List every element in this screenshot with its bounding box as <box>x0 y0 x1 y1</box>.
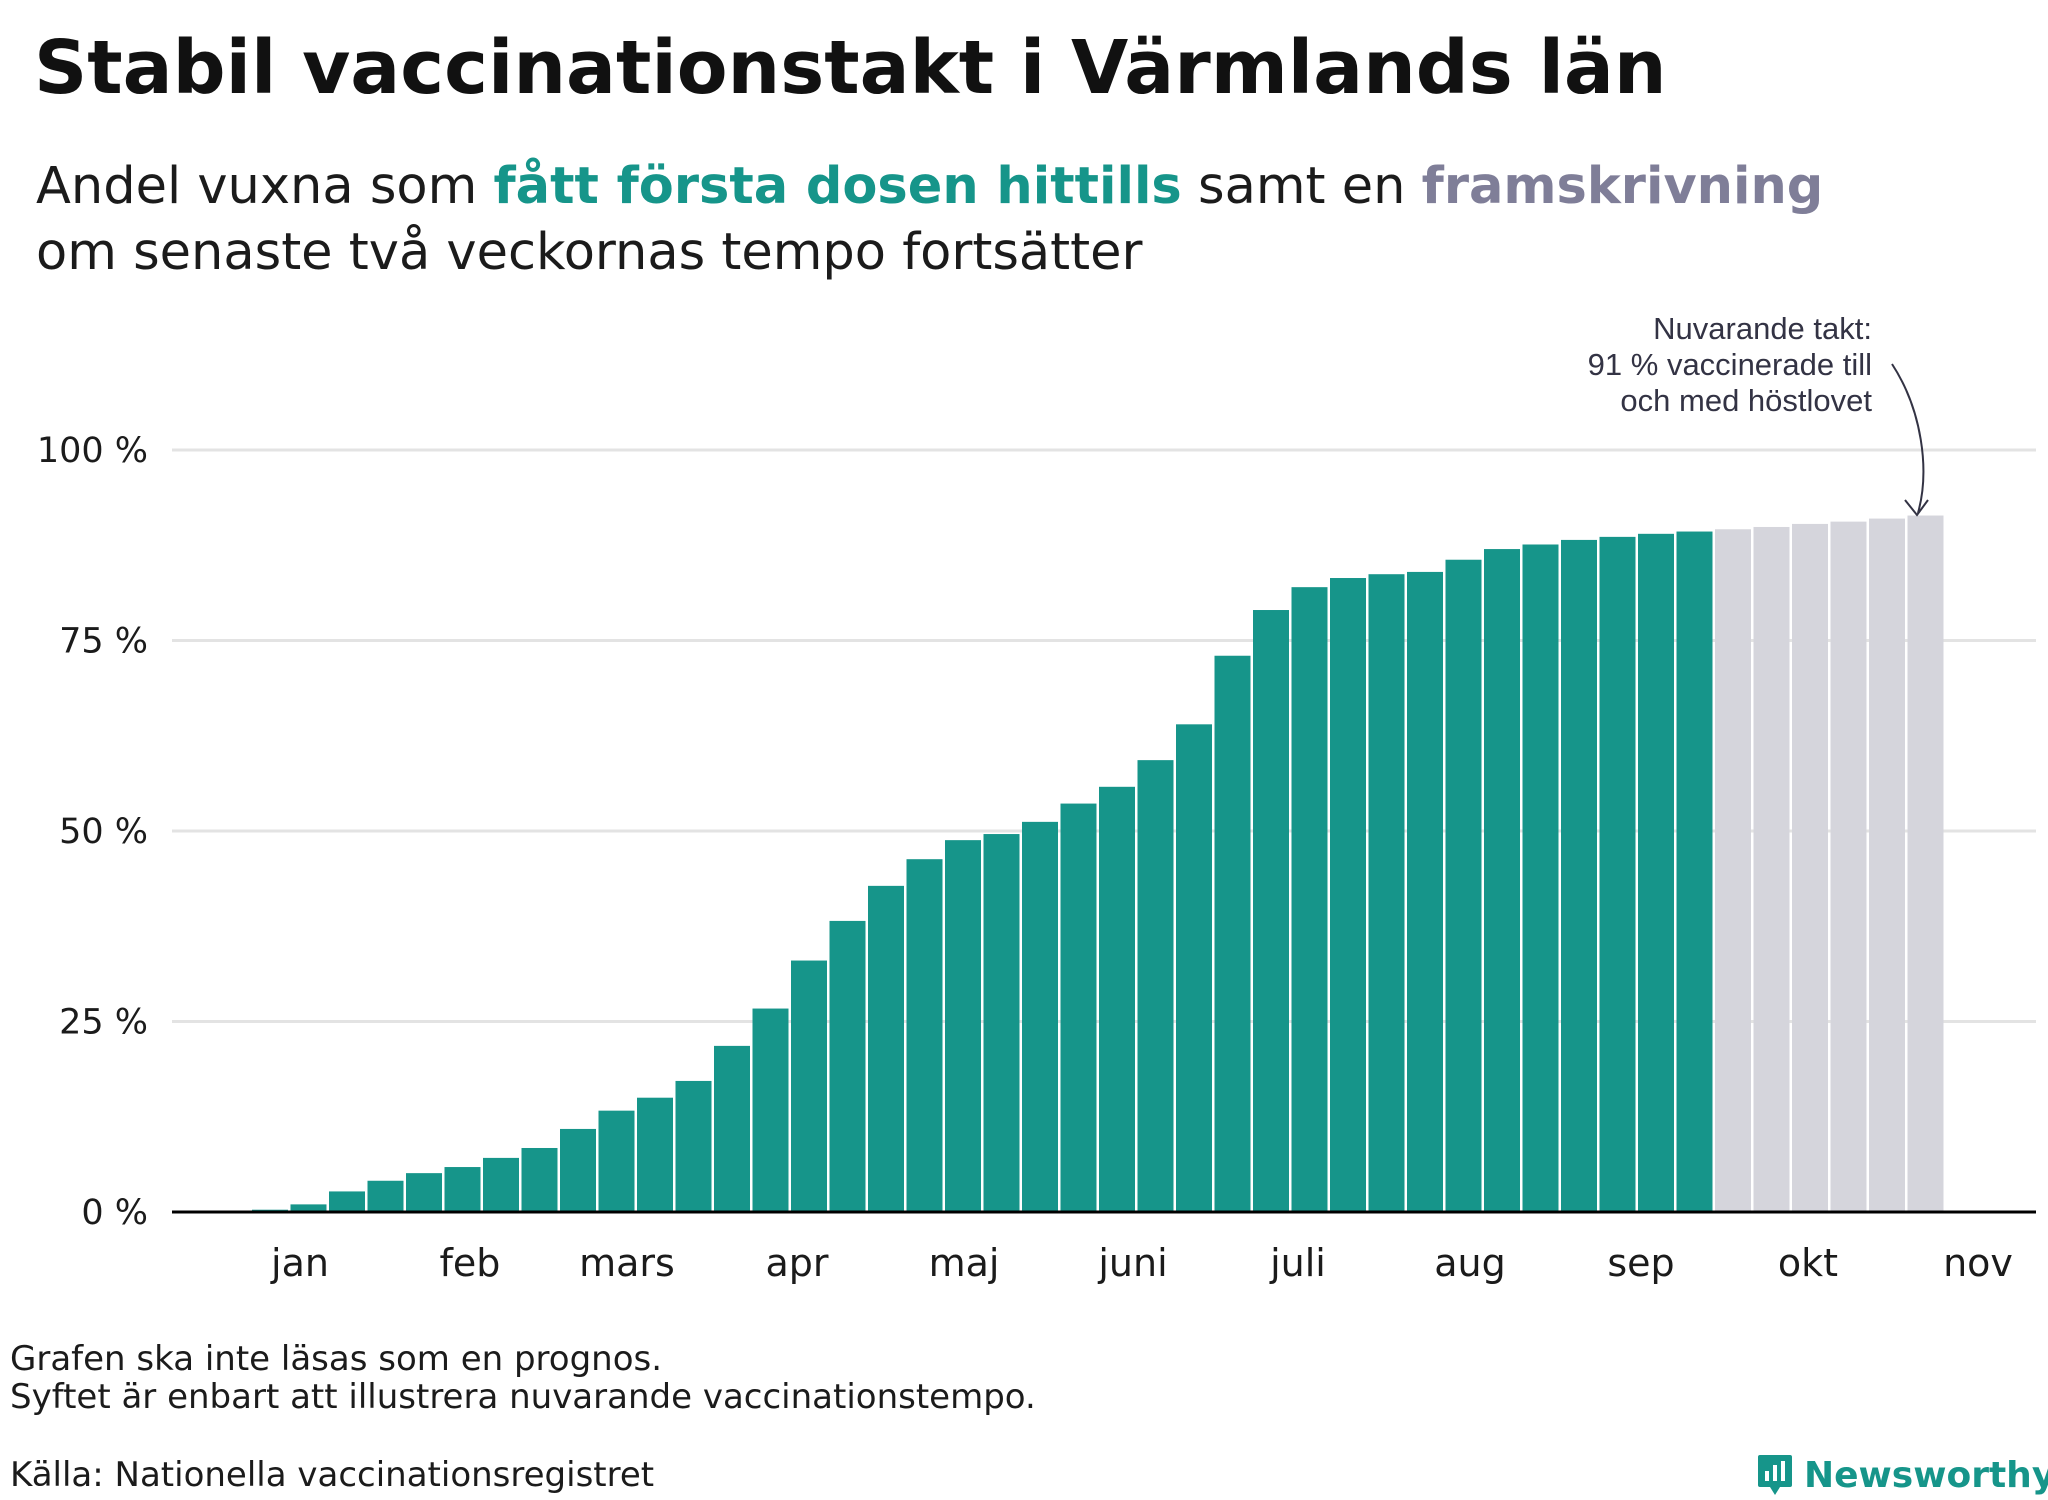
x-tick-label: nov <box>1943 1241 2013 1285</box>
brand-name: Newsworthy <box>1804 1454 2048 1496</box>
bar-projection <box>1715 529 1751 1212</box>
annotation-line-2: 91 % vaccinerade till <box>1588 347 1872 382</box>
x-tick-label: maj <box>929 1241 1000 1285</box>
bar-actual <box>945 840 981 1212</box>
bar-actual <box>829 920 866 1212</box>
annotation: Nuvarande takt: 91 % vaccinerade till oc… <box>1588 311 1929 517</box>
chart-source: Källa: Nationella vaccinationsregistret <box>10 1455 655 1495</box>
bar-actual <box>1137 760 1174 1212</box>
x-tick-label: okt <box>1778 1241 1838 1285</box>
bar-actual <box>483 1157 519 1212</box>
bar-projection <box>1753 526 1790 1212</box>
bar-actual <box>329 1191 365 1212</box>
subtitle-line-1: Andel vuxna som fått första dosen hittil… <box>36 154 1823 220</box>
bar-actual <box>906 859 943 1212</box>
x-tick-label: juli <box>1269 1241 1326 1285</box>
bar-projection <box>1792 523 1828 1212</box>
bar-actual <box>1368 574 1405 1212</box>
bar-actual <box>1330 578 1366 1212</box>
subtitle-text-1: Andel vuxna som <box>36 157 494 216</box>
bar-actual <box>675 1080 712 1212</box>
bar-actual <box>444 1167 481 1212</box>
annotation-line-3: och med höstlovet <box>1620 383 1872 418</box>
annotation-line-1: Nuvarande takt: <box>1653 311 1872 346</box>
bar-actual <box>1484 549 1520 1212</box>
y-axis-tick-labels: 0 % 25 % 50 % 75 % 100 % <box>37 431 148 1233</box>
bar-actual <box>598 1110 635 1212</box>
y-tick-label: 25 % <box>59 1003 148 1043</box>
x-tick-label: feb <box>440 1241 501 1285</box>
y-tick-label: 75 % <box>59 622 148 662</box>
x-tick-label: mars <box>579 1241 675 1285</box>
subtitle-text-2: samt en <box>1181 157 1422 216</box>
bar-projection <box>1869 518 1905 1212</box>
bar-actual <box>714 1045 750 1212</box>
chart-footnote: Grafen ska inte läsas som en prognos. Sy… <box>10 1340 1036 1416</box>
bar-actual <box>752 1008 789 1212</box>
bar-actual <box>367 1180 404 1212</box>
subtitle-highlight-actual: fått första dosen hittills <box>493 157 1182 216</box>
bar-actual <box>1638 533 1674 1212</box>
x-tick-label: apr <box>765 1241 828 1285</box>
bar-actual <box>1291 587 1328 1212</box>
bar-actual <box>1445 559 1482 1212</box>
y-tick-label: 50 % <box>59 812 148 852</box>
bar-actual <box>1022 821 1058 1212</box>
bar-actual <box>521 1147 558 1212</box>
footnote-line-1: Grafen ska inte läsas som en prognos. <box>10 1339 663 1379</box>
footnote-line-2: Syftet är enbart att illustrera nuvarand… <box>10 1377 1036 1417</box>
bar-actual <box>290 1204 327 1212</box>
annotation-arrowhead <box>1904 499 1929 517</box>
bar-actual <box>1407 571 1443 1212</box>
bar-actual <box>1214 655 1251 1212</box>
bar-actual <box>1522 544 1559 1212</box>
bar-actual <box>1253 610 1289 1212</box>
x-axis-month-labels: jan feb mars apr maj juni juli aug sep okt nov <box>270 1241 2013 1285</box>
y-tick-label: 100 % <box>37 431 148 471</box>
subtitle-line-2: om senaste två veckornas tempo fortsätte… <box>36 223 1143 282</box>
newsworthy-logo-icon <box>1758 1455 1792 1495</box>
bar-actual <box>1060 803 1097 1212</box>
bar-actual <box>560 1128 596 1212</box>
bar-actual <box>983 834 1020 1212</box>
bar-actual <box>637 1097 673 1212</box>
y-tick-label: 0 % <box>81 1193 148 1233</box>
bar-actual <box>1599 536 1636 1212</box>
chart-title: Stabil vaccinationstakt i Värmlands län <box>34 25 1667 111</box>
x-tick-label: jan <box>270 1241 329 1285</box>
bars <box>252 515 1944 1212</box>
bar-actual <box>1176 724 1212 1212</box>
x-tick-label: juni <box>1097 1241 1167 1285</box>
chart-subtitle: Andel vuxna som fått första dosen hittil… <box>36 154 1823 286</box>
bar-actual <box>868 885 904 1212</box>
annotation-arrow <box>1891 363 1925 514</box>
bar-projection <box>1907 515 1944 1212</box>
bar-projection <box>1830 521 1867 1212</box>
subtitle-highlight-projection: framskrivning <box>1421 157 1824 216</box>
bar-actual <box>406 1173 442 1212</box>
brand-logo: Newsworthy <box>1756 1450 2048 1500</box>
x-tick-label: sep <box>1607 1241 1674 1285</box>
bar-actual <box>1561 539 1597 1212</box>
bar-actual <box>1099 786 1135 1212</box>
x-tick-label: aug <box>1434 1241 1506 1285</box>
bar-actual <box>791 960 827 1212</box>
bar-actual <box>1676 531 1713 1212</box>
